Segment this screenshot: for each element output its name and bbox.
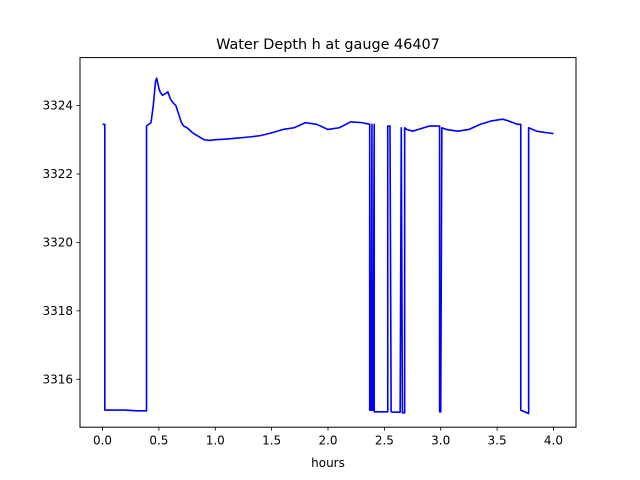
x-tick-label: 3.0 [431,434,450,448]
chart-title: Water Depth h at gauge 46407 [216,37,440,53]
x-axis-label: hours [311,456,345,470]
x-tick-label: 2.0 [318,434,337,448]
y-tick-label: 3324 [42,99,73,113]
x-tick-label: 4.0 [544,434,563,448]
x-tick-label: 1.0 [206,434,225,448]
x-tick-label: 2.5 [375,434,394,448]
x-tick-label: 0.5 [149,434,168,448]
x-tick-label: 3.5 [488,434,507,448]
y-tick-label: 3322 [42,167,73,181]
series-line [102,77,554,415]
y-tick-label: 3318 [42,304,73,318]
series-layer [102,77,554,415]
x-tick-label: 1.5 [262,434,281,448]
x-tick-label: 0.0 [93,434,112,448]
y-tick-label: 3316 [42,372,73,386]
y-tick-label: 3320 [42,236,73,250]
x-axis: 0.0 0.5 1.0 1.5 2.0 2.5 3.0 3.5 4.0 [93,427,563,448]
y-axis: 3316 3318 3320 3322 3324 [42,99,80,386]
